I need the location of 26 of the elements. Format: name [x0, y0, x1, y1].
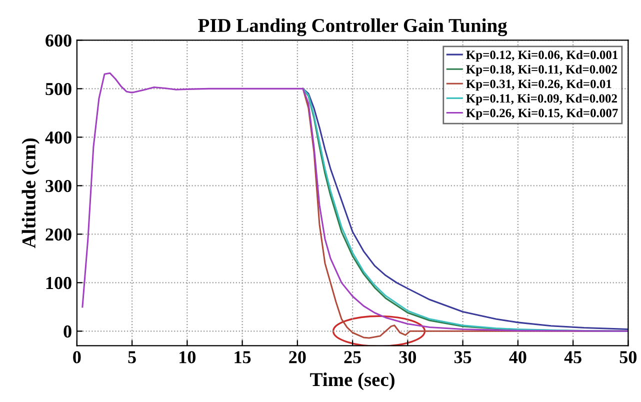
x-tick-label: 30 [399, 351, 416, 364]
legend-label: Kp=0.11, Ki=0.09, Kd=0.002 [466, 94, 617, 106]
x-tick-label: 10 [180, 351, 196, 364]
x-tick-label: 0 [73, 351, 81, 364]
legend-label: Kp=0.18, Ki=0.11, Kd=0.002 [466, 64, 617, 76]
y-tick-label: 300 [46, 180, 72, 192]
x-tick-label: 45 [564, 351, 582, 364]
y-axis-title: Altitude (cm) [22, 138, 40, 248]
x-tick-label: 5 [128, 351, 136, 364]
legend-label: Kp=0.31, Ki=0.26, Kd=0.01 [466, 79, 612, 91]
y-tick-label: 500 [46, 82, 72, 96]
x-tick-label: 35 [454, 351, 472, 364]
y-tick-label: 200 [46, 228, 72, 241]
x-tick-label: 15 [234, 351, 251, 364]
x-tick-label: 25 [344, 351, 361, 364]
x-tick-label: 40 [509, 351, 526, 364]
y-tick-label: 400 [45, 131, 72, 144]
y-tick-label: 0 [64, 325, 72, 338]
x-tick-label: 50 [620, 351, 637, 364]
legend-label: Kp=0.26, Ki=0.15, Kd=0.007 [466, 108, 618, 120]
x-axis-title: Time (sec) [310, 372, 394, 390]
y-tick-label: 600 [46, 34, 72, 47]
legend-label: Kp=0.12, Ki=0.06, Kd=0.001 [466, 50, 618, 62]
x-tick-label: 20 [289, 351, 306, 364]
chart-title: PID Landing Controller Gain Tuning [198, 18, 508, 36]
y-tick-label: 100 [46, 276, 72, 290]
